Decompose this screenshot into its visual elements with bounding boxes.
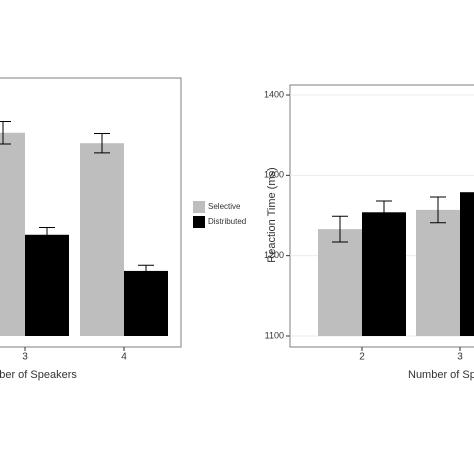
bar [460,192,474,336]
bar [0,132,25,336]
y-tick-label: 1200 [264,250,284,260]
legend-label: Selective [208,202,241,211]
y-tick-label: 1400 [264,89,284,99]
bar [416,209,460,336]
error-bar [376,200,392,225]
bar [80,143,124,336]
error-bar [430,196,446,224]
x-tick-label: 3 [22,352,28,363]
legend-label: Distributed [208,217,246,226]
bar [124,270,168,336]
bar [318,229,362,336]
y-axis-title: Reaction Time (ms) [266,167,278,262]
legend-swatch [193,201,205,213]
bar [362,212,406,336]
error-bar [94,133,110,154]
x-tick-label: 2 [359,352,365,363]
error-bar [39,227,55,243]
error-bar [332,215,348,243]
y-tick-label: 1300 [264,170,284,180]
legend-swatch [193,216,205,228]
x-tick-label: 3 [457,352,463,363]
error-bar [0,121,11,145]
x-axis-title: Number of Speakers [408,369,474,381]
x-tick-label: 4 [121,352,127,363]
y-tick-label: 1100 [265,330,284,340]
x-axis-title: Number of Speakers [0,369,77,381]
error-bar [138,264,154,278]
bar [25,234,69,336]
